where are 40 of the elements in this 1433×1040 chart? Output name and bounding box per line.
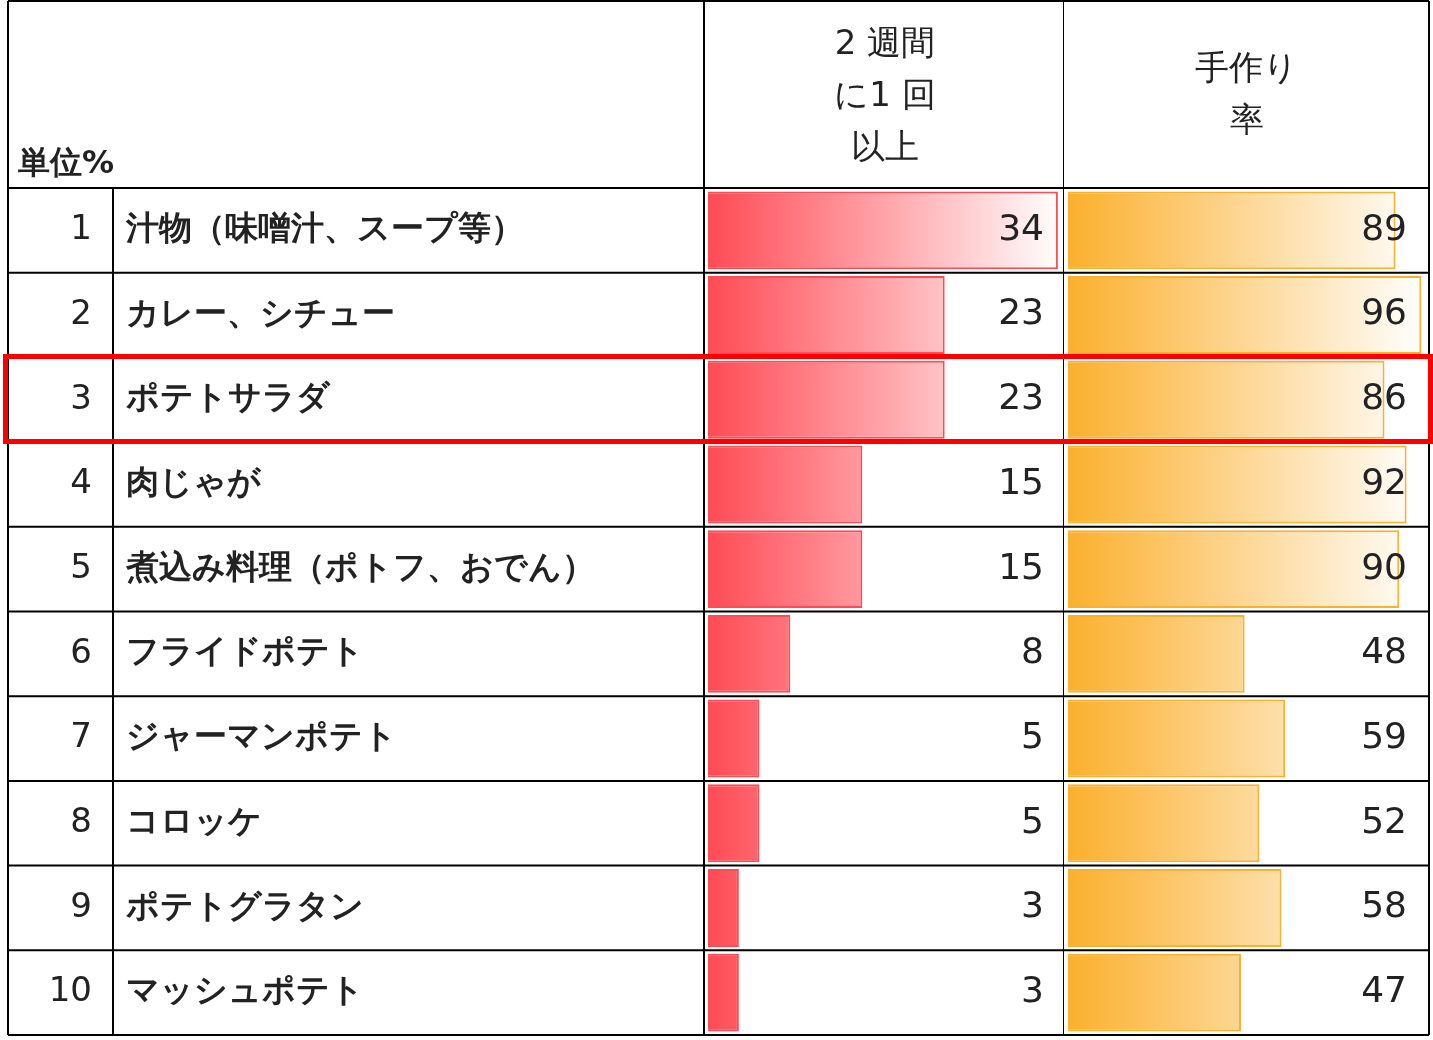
y-tick-label: 煮込み料理（ポトフ、おでん） (125, 546, 595, 586)
data-label: 23 (998, 376, 1044, 418)
y-axis-title: 単位% (18, 143, 115, 182)
data-label: 23 (998, 291, 1044, 333)
data-label: 96 (1361, 291, 1407, 333)
y-tick-label: カレー、シチュー (126, 292, 395, 332)
data-label: 3 (1021, 884, 1044, 926)
text: 8 (70, 800, 92, 841)
text: 7 (70, 715, 92, 756)
data-label: 48 (1361, 630, 1407, 672)
data-label: 15 (998, 545, 1044, 587)
data-label: 15 (998, 460, 1044, 502)
y-tick-label: コロッケ (126, 800, 262, 840)
data-label: 92 (1361, 460, 1407, 502)
y-tick-label: マッシュポテト (126, 970, 364, 1010)
data-label: 47 (1361, 969, 1407, 1011)
data-label: 5 (1021, 799, 1044, 841)
text: 6 (70, 630, 92, 671)
chart-title: 手作り率 (1195, 46, 1298, 139)
text: 5 (70, 545, 92, 586)
chart-title: 2 週間に1 回以上 (834, 21, 936, 166)
text: 9 (70, 884, 92, 925)
y-tick-label: フライドポテト (126, 631, 364, 671)
y-tick-label: 汁物（味噌汁、スープ等） (125, 207, 524, 247)
y-tick-label: ポテトグラタン (126, 885, 364, 925)
data-label: 58 (1361, 884, 1407, 926)
data-label: 59 (1361, 714, 1407, 756)
y-tick-label: 肉じゃが (126, 462, 262, 502)
data-label: 34 (998, 206, 1044, 248)
text: 10 (48, 969, 92, 1010)
text: 4 (70, 461, 92, 502)
text: 1 (70, 207, 92, 248)
text: 3 (70, 376, 92, 417)
y-tick-label: ジャーマンポテト (126, 716, 397, 756)
data-label: 8 (1021, 630, 1044, 672)
y-tick-label: ポテトサラダ (126, 377, 331, 417)
data-label: 5 (1021, 714, 1044, 756)
text: 2 (70, 291, 92, 332)
data-label: 3 (1021, 969, 1044, 1011)
data-label: 52 (1361, 799, 1407, 841)
